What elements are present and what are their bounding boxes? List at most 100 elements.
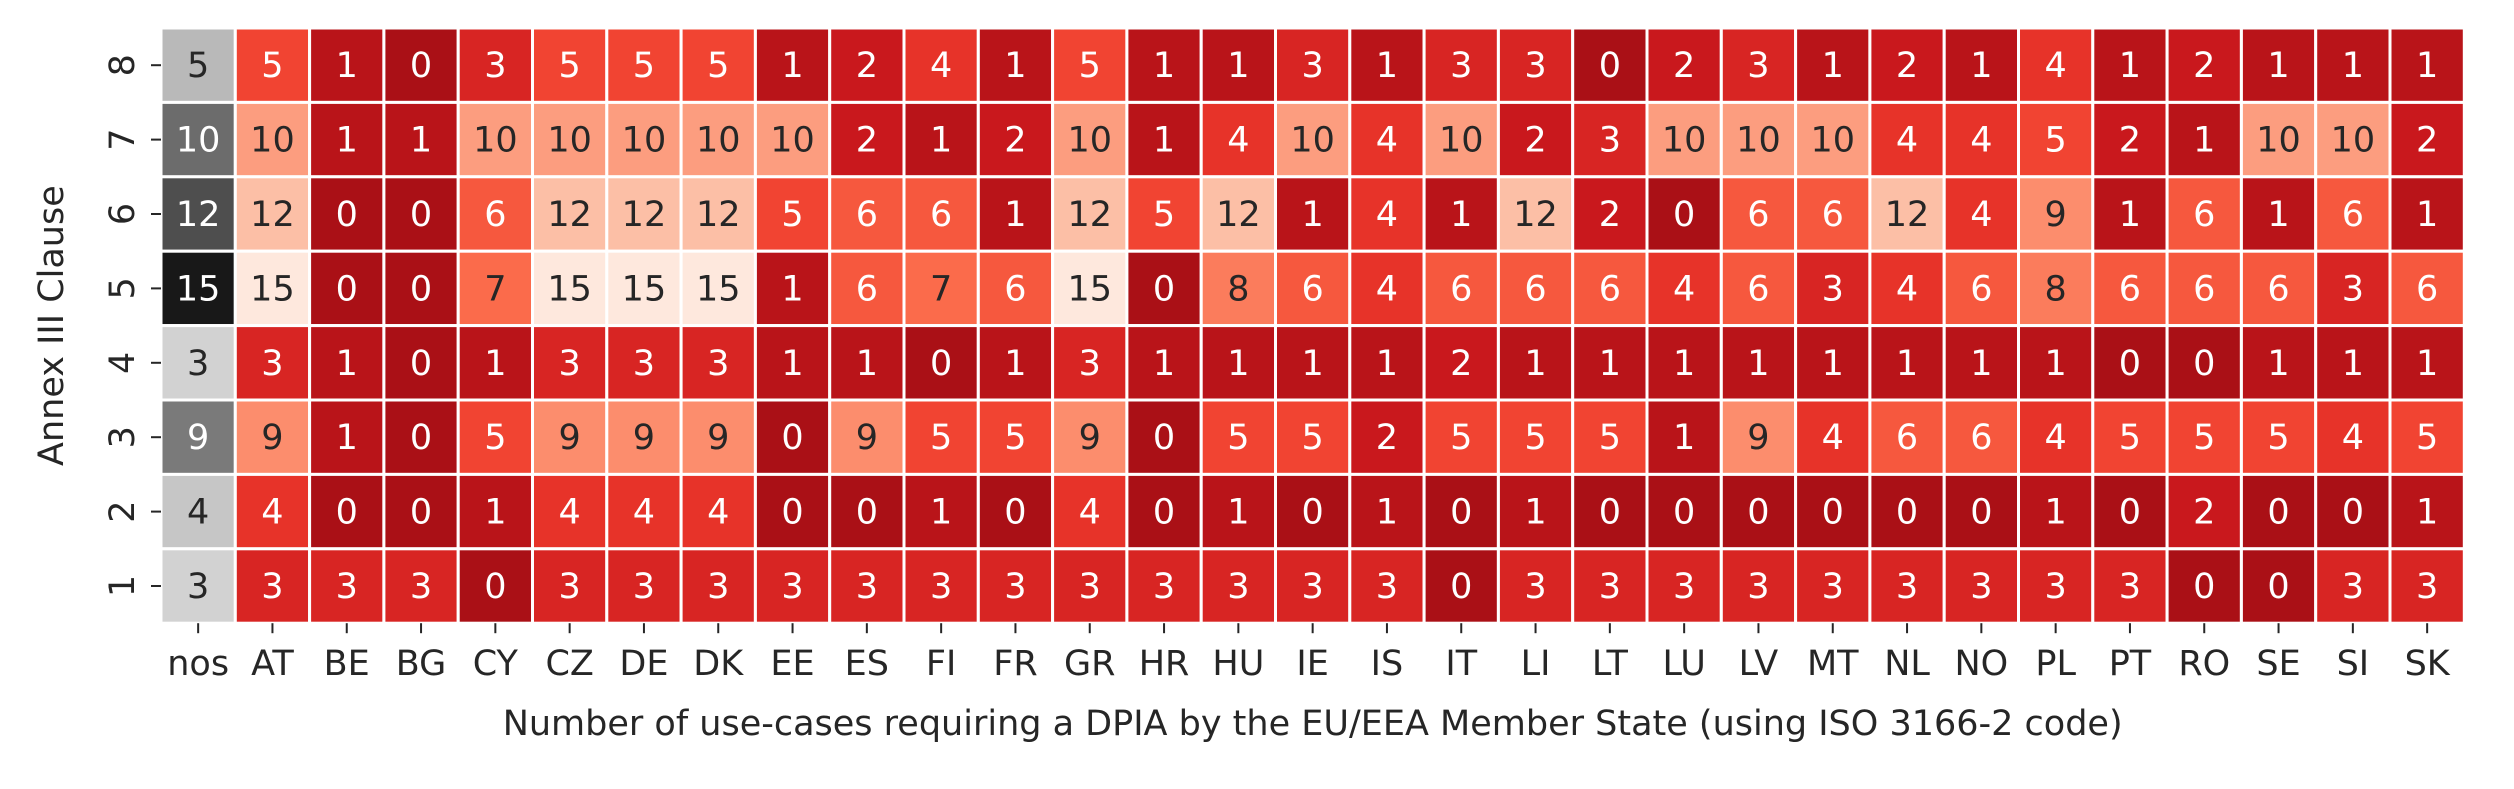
y-axis-label: Annex III Clause: [32, 185, 72, 466]
cell-value-label: 12: [696, 195, 741, 235]
cell-value-label: 1: [1822, 344, 1844, 384]
cell-value-label: 3: [559, 344, 581, 384]
cell-value-label: 15: [1067, 269, 1112, 309]
heatmap-cell: [1051, 547, 1129, 625]
heatmap-cell: [679, 547, 757, 625]
y-tick-label: 5: [103, 277, 143, 299]
x-tick-label: BG: [396, 644, 447, 684]
cell-value-label: 0: [410, 269, 432, 309]
x-tick-label: LT: [1592, 644, 1629, 684]
cell-value-label: 3: [1822, 567, 1844, 607]
cell-value-label: 6: [2119, 269, 2141, 309]
heatmap-cell: [1868, 100, 1946, 179]
cell-value-label: 1: [484, 493, 506, 533]
cell-value-label: 6: [1970, 269, 1992, 309]
cell-value-label: 5: [1302, 418, 1324, 458]
cell-value-label: 1: [1004, 46, 1026, 86]
heatmap-cell-labels: 5 5 1 0 3 5 5 5 1 2 4 1 5 1 1 3 1 3 3 0 2 3 1 2 1 4 1 2 1 1 110 10 1 1 10 1…: [176, 46, 2438, 607]
heatmap-cell: [233, 472, 312, 551]
cell-value-label: 1: [2267, 344, 2289, 384]
cell-value-label: 1: [856, 344, 878, 384]
cell-value-label: 6: [1747, 269, 1769, 309]
cell-value-label: 4: [633, 493, 655, 533]
x-tick-label: CY: [473, 644, 519, 684]
cell-value-label: 0: [410, 418, 432, 458]
heatmap-cell: [1496, 324, 1575, 402]
heatmap-cell: [2091, 249, 2169, 328]
cell-value-label: 9: [1747, 418, 1769, 458]
cell-value-label: 6: [2193, 195, 2215, 235]
cell-value-label: 10: [1736, 121, 1781, 161]
cell-value-label: 1: [2416, 493, 2438, 533]
cell-value-label: 1: [1376, 493, 1398, 533]
heatmap-cells: [159, 26, 2466, 625]
cell-value-label: 2: [1896, 46, 1918, 86]
heatmap-cell: [456, 175, 535, 253]
cell-value-label: 2: [856, 121, 878, 161]
cell-value-label: 1: [781, 344, 803, 384]
cell-value-label: 12: [250, 195, 295, 235]
y-tick-label: 3: [103, 426, 143, 448]
cell-value-label: 4: [1896, 269, 1918, 309]
cell-value-label: 10: [1810, 121, 1855, 161]
x-tick-label: IT: [1445, 644, 1477, 684]
heatmap-cell: [2314, 547, 2392, 625]
cell-value-label: 1: [1227, 46, 1249, 86]
heatmap-cell: [1571, 472, 1649, 551]
cell-value-label: 12: [1216, 195, 1261, 235]
cell-value-label: 10: [547, 121, 592, 161]
cell-value-label: 0: [1673, 195, 1695, 235]
cell-value-label: 1: [1747, 344, 1769, 384]
cell-value-label: 4: [1079, 493, 1101, 533]
cell-value-label: 2: [1673, 46, 1695, 86]
cell-value-label: 0: [1599, 46, 1621, 86]
cell-value-label: 2: [1599, 195, 1621, 235]
cell-value-label: 3: [1747, 567, 1769, 607]
cell-value-label: 1: [1153, 46, 1175, 86]
heatmap-cell: [1794, 249, 1872, 328]
heatmap-cell: [2017, 324, 2095, 402]
heatmap-cell: [1645, 324, 1723, 402]
cell-value-label: 1: [1004, 344, 1026, 384]
heatmap-cell: [456, 249, 535, 328]
y-tick-label: 4: [103, 352, 143, 374]
x-tick-label: PT: [2109, 644, 2152, 684]
cell-value-label: 0: [1747, 493, 1769, 533]
x-tick-label: HU: [1212, 644, 1264, 684]
cell-value-label: 5: [781, 195, 803, 235]
x-tick-label: LI: [1521, 644, 1551, 684]
cell-value-label: 10: [770, 121, 815, 161]
cell-value-label: 2: [2193, 46, 2215, 86]
cell-value-label: 4: [1376, 121, 1398, 161]
cell-value-label: 6: [2342, 195, 2364, 235]
cell-value-label: 1: [1450, 195, 1472, 235]
cell-value-label: 3: [633, 344, 655, 384]
cell-value-label: 5: [633, 46, 655, 86]
cell-value-label: 0: [781, 418, 803, 458]
cell-value-label: 0: [1153, 418, 1175, 458]
cell-value-label: 1: [2342, 46, 2364, 86]
heatmap-cell: [2017, 175, 2095, 253]
heatmap-cell: [1496, 100, 1575, 179]
cell-value-label: 10: [622, 121, 667, 161]
x-axis-label: Number of use-cases requiring a DPIA by …: [503, 704, 2123, 744]
cell-value-label: 1: [2119, 46, 2141, 86]
cell-value-label: 1: [781, 269, 803, 309]
cell-value-label: 0: [2193, 567, 2215, 607]
x-tick-label: MT: [1807, 644, 1859, 684]
cell-value-label: 4: [2342, 418, 2364, 458]
heatmap-cell: [456, 398, 535, 476]
cell-value-label: 4: [1227, 121, 1249, 161]
cell-value-label: 3: [707, 567, 729, 607]
cell-value-label: 5: [261, 46, 283, 86]
heatmap-cell: [828, 175, 906, 253]
cell-value-label: 4: [1970, 121, 1992, 161]
cell-value-label: 0: [336, 195, 358, 235]
cell-value-label: 9: [559, 418, 581, 458]
cell-value-label: 3: [2045, 567, 2067, 607]
cell-value-label: 0: [2267, 567, 2289, 607]
heatmap-cell: [1199, 324, 1277, 402]
cell-value-label: 3: [336, 567, 358, 607]
cell-value-label: 15: [176, 269, 221, 309]
cell-value-label: 2: [1524, 121, 1546, 161]
